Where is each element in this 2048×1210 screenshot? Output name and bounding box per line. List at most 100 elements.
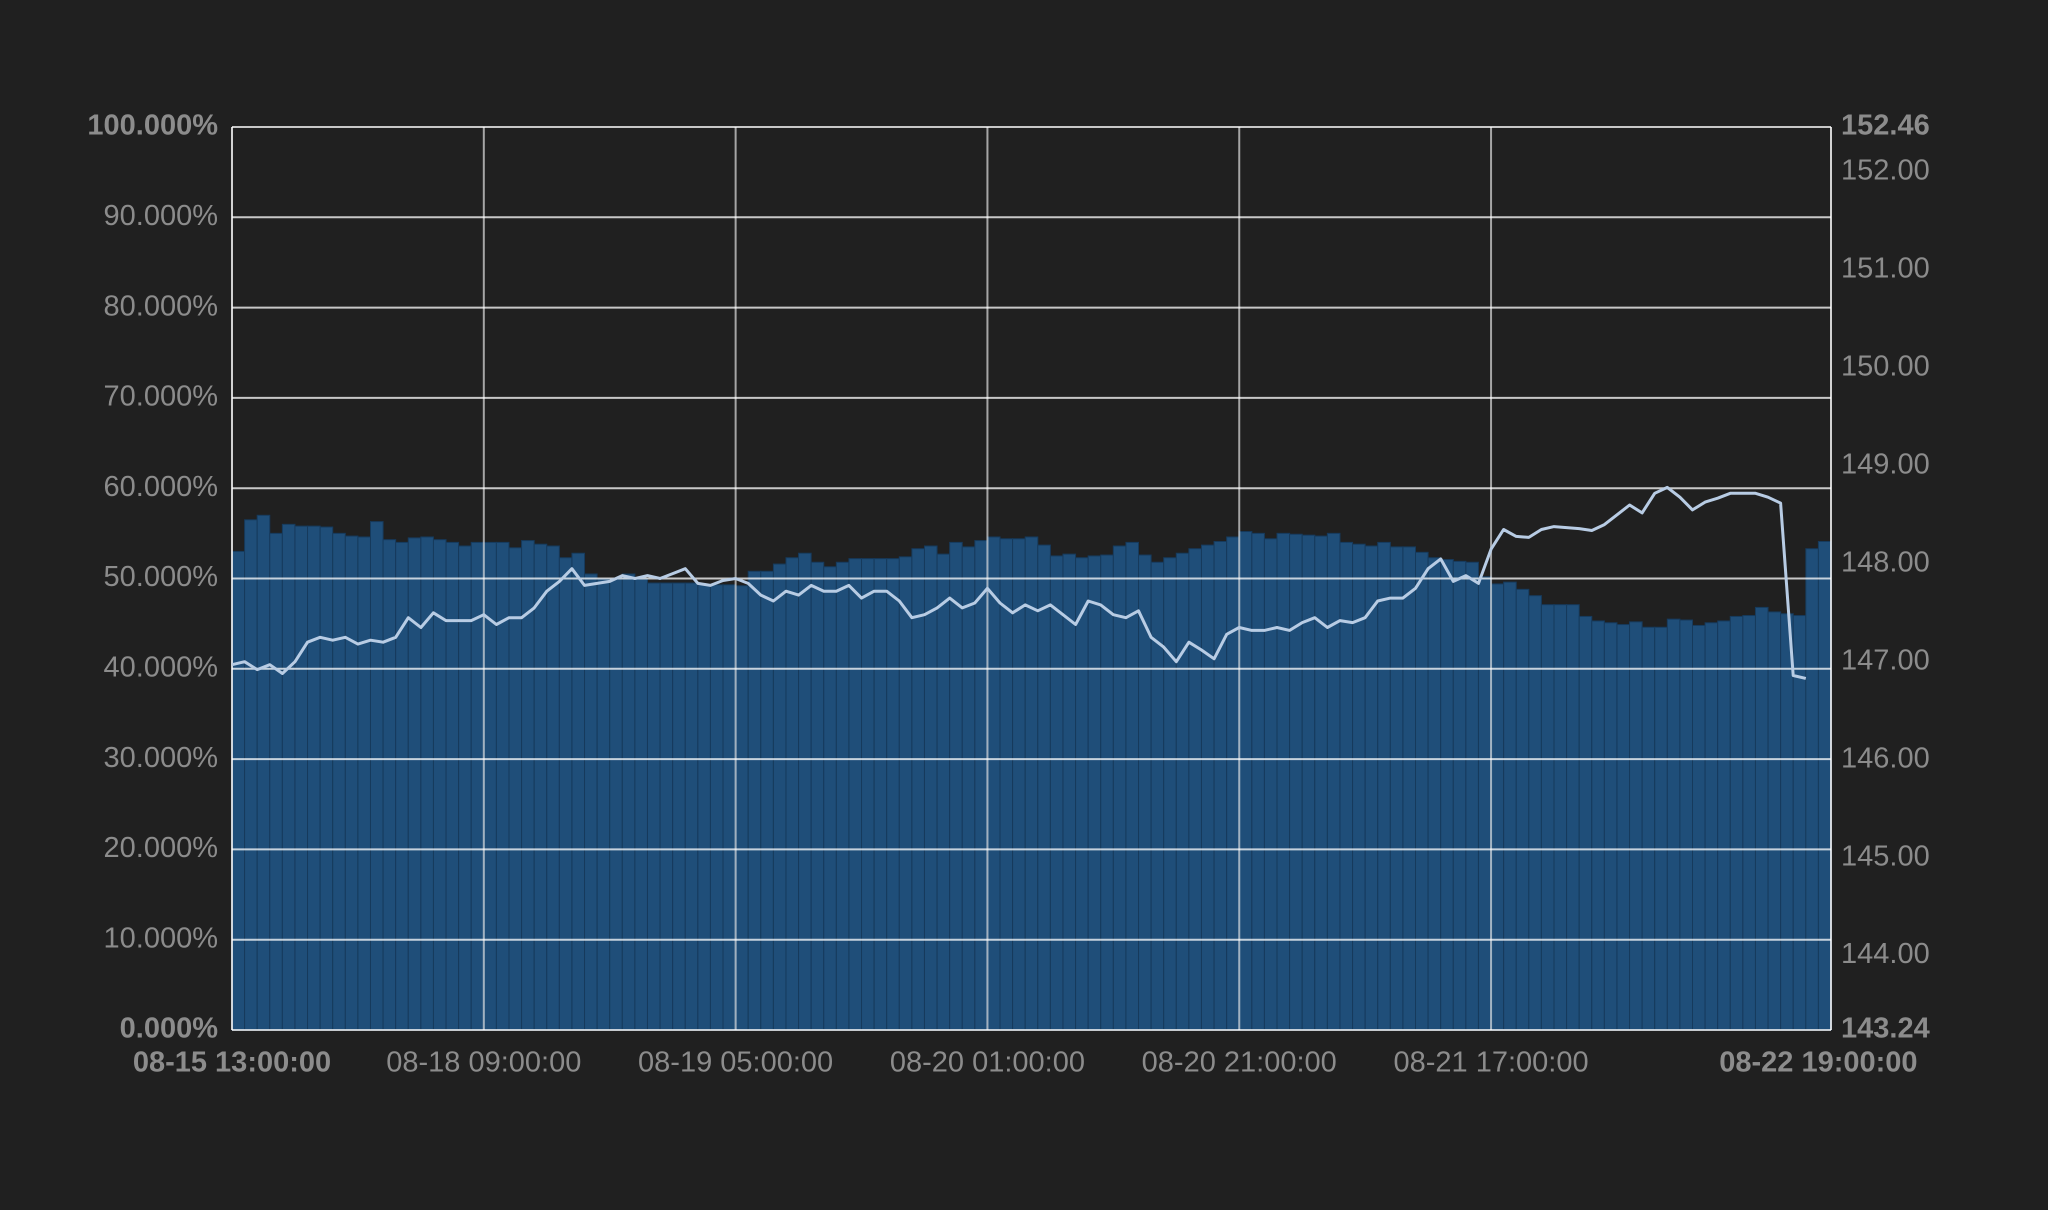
bar bbox=[785, 557, 800, 1031]
bar bbox=[1238, 531, 1253, 1031]
bar bbox=[1276, 532, 1291, 1031]
bar bbox=[1528, 595, 1542, 1031]
bar bbox=[798, 552, 812, 1031]
y-tick-label: 70.000% bbox=[104, 381, 219, 413]
bar bbox=[1666, 618, 1681, 1031]
bar bbox=[672, 582, 686, 1031]
y2-tick-label: 145.00 bbox=[1841, 840, 1930, 872]
bar bbox=[1490, 583, 1505, 1031]
bar bbox=[596, 578, 611, 1031]
y2-tick-label: 149.00 bbox=[1841, 449, 1930, 481]
bar bbox=[873, 558, 888, 1031]
bar bbox=[709, 584, 724, 1031]
bar bbox=[1188, 548, 1202, 1031]
bar bbox=[1742, 615, 1756, 1031]
bar bbox=[281, 523, 296, 1031]
x-tick-label: 08-19 05:00:00 bbox=[638, 1047, 833, 1079]
bar bbox=[1654, 626, 1668, 1031]
bar bbox=[508, 547, 523, 1031]
bar bbox=[1100, 554, 1114, 1031]
bar bbox=[1603, 622, 1618, 1031]
y2-tick-label: 146.00 bbox=[1841, 742, 1930, 774]
bar bbox=[1062, 553, 1077, 1031]
bar bbox=[772, 563, 787, 1031]
bar bbox=[986, 536, 1001, 1031]
bar bbox=[621, 573, 636, 1031]
bar bbox=[1440, 559, 1454, 1031]
bar bbox=[1200, 544, 1215, 1031]
bar bbox=[835, 561, 850, 1031]
bar bbox=[420, 536, 434, 1031]
y-tick-label: 30.000% bbox=[104, 742, 219, 774]
bar bbox=[319, 526, 334, 1031]
bar bbox=[886, 558, 900, 1031]
bar bbox=[1075, 557, 1089, 1031]
y-tick-label: 100.000% bbox=[87, 110, 218, 142]
bar bbox=[1175, 552, 1190, 1031]
bar bbox=[1452, 560, 1467, 1031]
bar bbox=[760, 570, 774, 1031]
x-tick-label: 08-15 13:00:00 bbox=[133, 1047, 331, 1079]
bar bbox=[1515, 588, 1530, 1031]
x-tick-label: 08-22 19:00:00 bbox=[1719, 1047, 1917, 1079]
bar bbox=[294, 525, 309, 1031]
bar bbox=[584, 573, 598, 1031]
bar bbox=[1415, 551, 1429, 1031]
bar bbox=[1213, 540, 1228, 1031]
bar bbox=[344, 535, 359, 1031]
bar bbox=[1591, 620, 1605, 1031]
bar bbox=[898, 556, 913, 1031]
y2-tick-label: 144.00 bbox=[1841, 938, 1930, 970]
bar bbox=[533, 543, 548, 1031]
x-tick-label: 08-20 01:00:00 bbox=[890, 1047, 1085, 1079]
bar bbox=[1503, 581, 1517, 1031]
bar bbox=[1037, 544, 1051, 1031]
bar bbox=[848, 558, 863, 1031]
bar bbox=[357, 536, 371, 1031]
y-tick-label: 0.000% bbox=[120, 1013, 219, 1045]
bar bbox=[231, 550, 246, 1031]
y-tick-label: 20.000% bbox=[104, 832, 219, 864]
y-tick-label: 10.000% bbox=[104, 922, 219, 954]
bar bbox=[1150, 561, 1165, 1031]
bar bbox=[1477, 576, 1492, 1031]
y2-tick-label: 148.00 bbox=[1841, 546, 1930, 578]
bar bbox=[407, 537, 422, 1031]
x-tick-label: 08-20 21:00:00 bbox=[1142, 1047, 1337, 1079]
y2-tick-label: 152.00 bbox=[1841, 155, 1930, 187]
bar bbox=[458, 545, 472, 1031]
bar bbox=[1339, 541, 1354, 1031]
bar bbox=[558, 557, 573, 1031]
bar bbox=[269, 532, 283, 1031]
bar bbox=[1616, 624, 1631, 1031]
bar bbox=[684, 582, 699, 1031]
bar bbox=[949, 541, 963, 1031]
bar bbox=[495, 541, 510, 1031]
bar bbox=[546, 545, 560, 1031]
bar bbox=[332, 532, 346, 1031]
y2-tick-label: 143.24 bbox=[1841, 1013, 1930, 1045]
bar bbox=[1163, 557, 1177, 1031]
bar bbox=[1817, 540, 1832, 1031]
y-tick-label: 50.000% bbox=[104, 561, 219, 593]
bar bbox=[1805, 548, 1819, 1031]
bar bbox=[1301, 534, 1316, 1031]
bar bbox=[1679, 619, 1694, 1031]
bar bbox=[1641, 626, 1656, 1031]
bar bbox=[1717, 620, 1731, 1031]
bar bbox=[659, 582, 674, 1031]
bar bbox=[1578, 615, 1593, 1031]
bar bbox=[1251, 532, 1265, 1031]
bar bbox=[1704, 622, 1719, 1031]
bar bbox=[810, 561, 825, 1031]
bar bbox=[861, 558, 875, 1031]
bar bbox=[747, 570, 762, 1031]
bar bbox=[646, 582, 661, 1031]
bar bbox=[369, 521, 384, 1031]
bar bbox=[923, 545, 938, 1031]
y-tick-label: 90.000% bbox=[104, 200, 219, 232]
y2-tick-label: 152.46 bbox=[1841, 110, 1930, 142]
y-tick-label: 80.000% bbox=[104, 290, 219, 322]
x-tick-label: 08-21 17:00:00 bbox=[1393, 1047, 1588, 1079]
bar bbox=[1780, 613, 1794, 1031]
